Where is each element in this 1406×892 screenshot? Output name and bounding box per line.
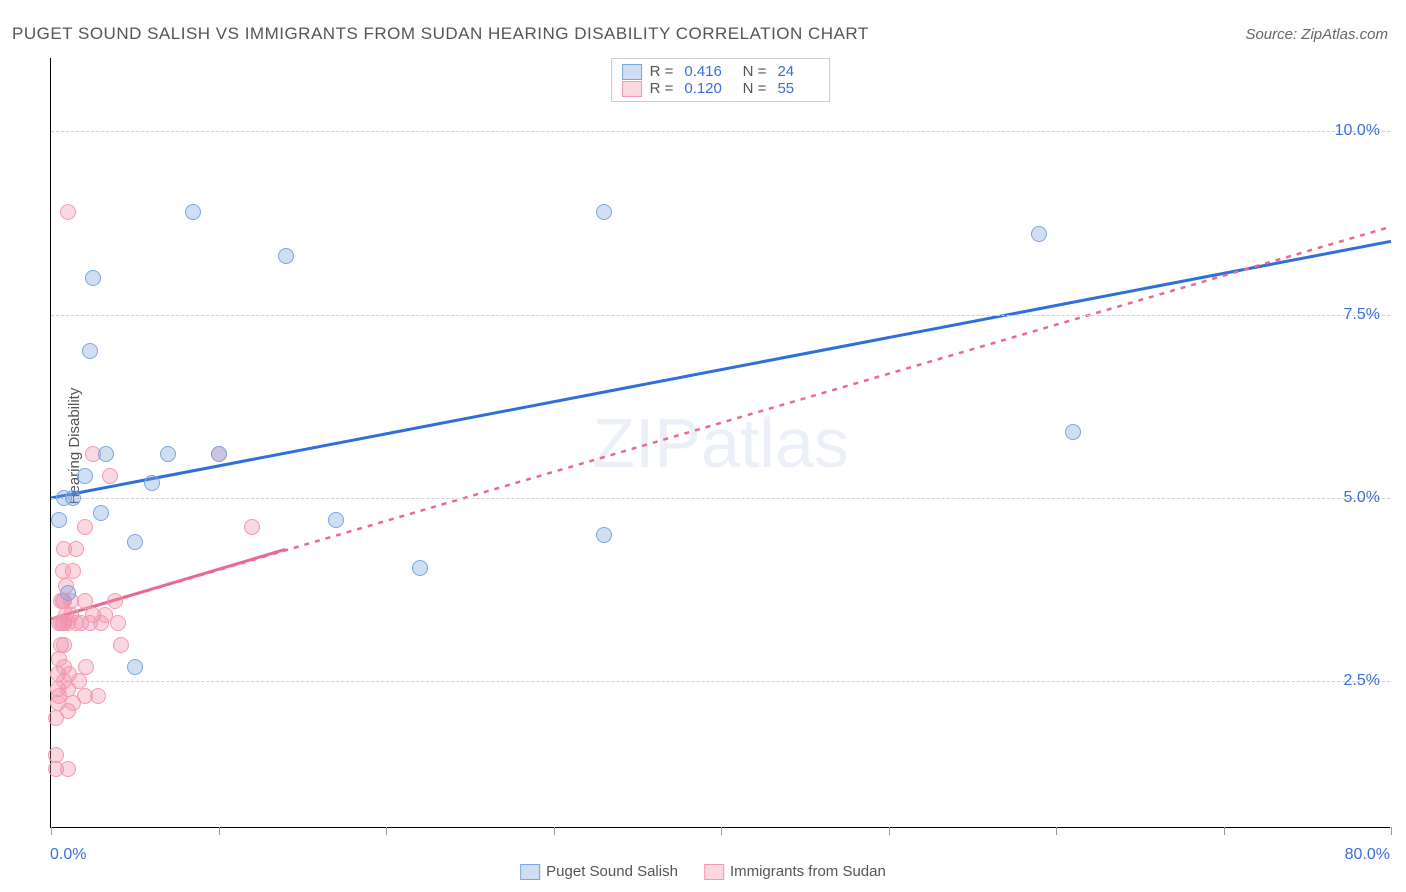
data-point <box>65 490 81 506</box>
data-point <box>68 541 84 557</box>
data-point <box>60 761 76 777</box>
legend-series: Puget Sound Salish Immigrants from Sudan <box>520 863 886 880</box>
data-point <box>77 519 93 535</box>
x-tick <box>721 827 722 835</box>
chart-container: PUGET SOUND SALISH VS IMMIGRANTS FROM SU… <box>0 0 1406 892</box>
data-point <box>60 585 76 601</box>
legend-label: Puget Sound Salish <box>546 863 678 880</box>
y-tick-label: 10.0% <box>1335 122 1380 140</box>
data-point <box>412 560 428 576</box>
data-point <box>90 688 106 704</box>
data-point <box>71 673 87 689</box>
x-tick <box>1224 827 1225 835</box>
x-tick <box>51 827 52 835</box>
plot-area: ZIPatlas R =0.416 N =24R =0.120 N =55 2.… <box>50 58 1390 828</box>
data-point <box>110 615 126 631</box>
data-point <box>85 270 101 286</box>
data-point <box>113 637 129 653</box>
data-point <box>82 343 98 359</box>
legend-swatch <box>704 864 724 880</box>
data-point <box>244 519 260 535</box>
data-point <box>48 747 64 763</box>
x-tick <box>219 827 220 835</box>
data-point <box>56 637 72 653</box>
data-point <box>60 204 76 220</box>
legend-label: Immigrants from Sudan <box>730 863 886 880</box>
legend-item: Immigrants from Sudan <box>704 863 886 880</box>
data-point <box>78 659 94 675</box>
data-point <box>127 659 143 675</box>
x-tick-label: 80.0% <box>1345 846 1390 864</box>
source-label: Source: ZipAtlas.com <box>1245 26 1388 43</box>
y-tick-label: 2.5% <box>1344 672 1380 690</box>
gridline <box>51 681 1390 682</box>
x-tick <box>554 827 555 835</box>
data-point <box>328 512 344 528</box>
gridline <box>51 498 1390 499</box>
data-point <box>596 527 612 543</box>
y-tick-label: 5.0% <box>1344 489 1380 507</box>
data-point <box>144 475 160 491</box>
data-point <box>278 248 294 264</box>
data-point <box>77 468 93 484</box>
data-point <box>596 204 612 220</box>
data-point <box>1065 424 1081 440</box>
chart-title: PUGET SOUND SALISH VS IMMIGRANTS FROM SU… <box>12 24 869 44</box>
data-point <box>102 468 118 484</box>
legend-swatch <box>520 864 540 880</box>
data-point <box>211 446 227 462</box>
x-tick <box>386 827 387 835</box>
data-point <box>1031 226 1047 242</box>
data-point <box>127 534 143 550</box>
data-point <box>65 563 81 579</box>
x-tick <box>1391 827 1392 835</box>
data-point <box>98 446 114 462</box>
regression-lines <box>51 58 1391 828</box>
legend-item: Puget Sound Salish <box>520 863 678 880</box>
data-point <box>93 505 109 521</box>
x-tick-label: 0.0% <box>50 846 86 864</box>
data-point <box>107 593 123 609</box>
gridline <box>51 131 1390 132</box>
data-point <box>185 204 201 220</box>
data-point <box>77 593 93 609</box>
y-tick-label: 7.5% <box>1344 306 1380 324</box>
x-tick <box>889 827 890 835</box>
data-point <box>51 512 67 528</box>
gridline <box>51 315 1390 316</box>
data-point <box>160 446 176 462</box>
x-tick <box>1056 827 1057 835</box>
